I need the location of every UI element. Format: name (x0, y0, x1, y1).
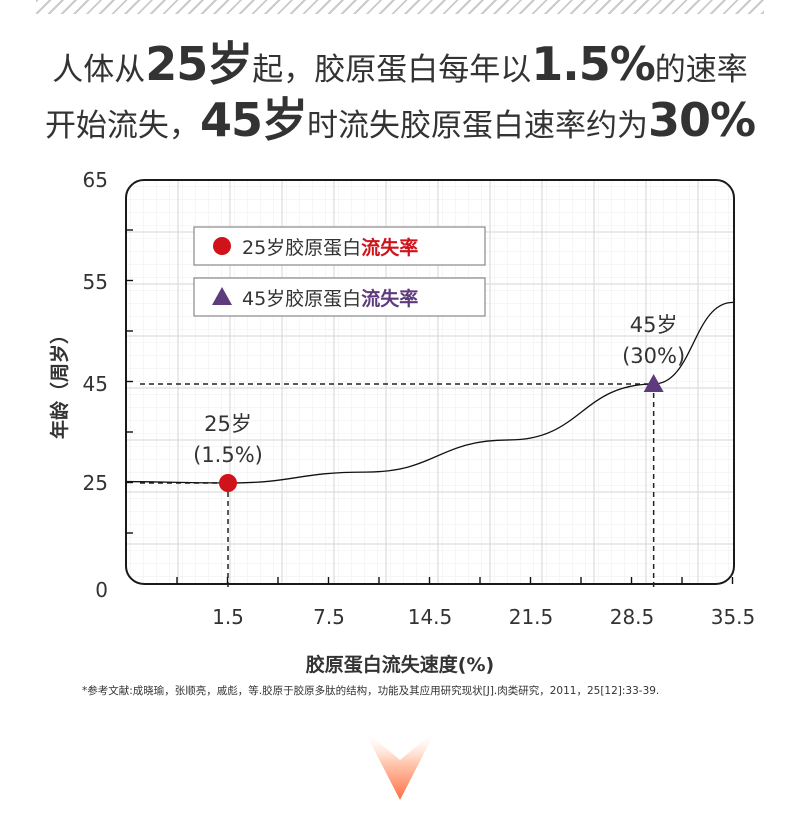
point-label-1: 45岁 (630, 313, 678, 337)
point-marker-1 (643, 374, 664, 392)
line1-segment-3: 1.5% (531, 37, 656, 91)
point-value-1: (30%) (622, 344, 685, 368)
line1-segment-4: 的速率 (654, 52, 748, 88)
data-points: 25岁 (1.5%) 45岁 (30%) (193, 313, 685, 492)
x-tick-labels: 1.5 7.5 14.5 21.5 28.5 35.5 (212, 605, 755, 629)
legend: 25岁胶原蛋白流失率 45岁胶原蛋白流失率 (193, 226, 486, 317)
point-value-0: (1.5%) (193, 443, 263, 467)
line2-segment-3: 30% (647, 93, 756, 147)
x-tick-label: 7.5 (313, 605, 345, 629)
legend-marker-0 (213, 237, 231, 255)
point-marker-0 (219, 474, 237, 492)
y-tick-label: 55 (83, 270, 108, 294)
line2-segment-2: 时流失胶原蛋白速率约为 (306, 108, 648, 144)
legend-label-1: 45岁胶原蛋白流失率 (242, 287, 418, 310)
legend-box-1 (193, 277, 486, 317)
axis-ticks (126, 229, 734, 584)
legend-label-0: 25岁胶原蛋白流失率 (242, 236, 418, 259)
y-tick-label: 25 (83, 471, 108, 495)
x-tick-label: 35.5 (711, 605, 756, 629)
x-axis-label: 胶原蛋白流失速度(%) (306, 653, 494, 676)
x-tick-label: 28.5 (610, 605, 655, 629)
y-tick-labels: 0 25 45 55 65 (83, 168, 108, 602)
y-axis-label: 年龄（周岁） (48, 325, 71, 439)
y-tick-label: 65 (83, 168, 108, 192)
headline-line-1: 人体从25岁起，胶原蛋白每年以1.5%的速率 (0, 28, 800, 94)
y-tick-label: 0 (95, 578, 108, 602)
point-label-0: 25岁 (204, 412, 252, 436)
x-tick-label: 14.5 (408, 605, 453, 629)
line2-segment-0: 开始流失， (44, 108, 200, 144)
legend-marker-1 (212, 287, 232, 305)
line1-segment-0: 人体从 (52, 52, 146, 88)
headline-line-2: 开始流失，45岁时流失胶原蛋白速率约为30% (0, 84, 800, 150)
line2-segment-1: 45岁 (199, 93, 308, 147)
line1-segment-2: 起，胶原蛋白每年以 (252, 52, 532, 88)
line1-segment-1: 25岁 (145, 37, 253, 91)
collagen-loss-chart: 25岁 (1.5%) 45岁 (30%) 1.5 7.5 14.5 21.5 28.5 35.5… (48, 168, 755, 676)
down-arrow-icon (364, 730, 436, 800)
y-tick-label: 45 (83, 372, 108, 396)
legend-box-0 (193, 226, 486, 266)
reference-note: *参考文献:成晓瑜，张顺亮，戚彪，等.胶原于胶原多肽的结构，功能及其应用研究现状… (82, 685, 660, 697)
x-tick-label: 1.5 (212, 605, 244, 629)
decorative-stripes (36, 0, 764, 14)
x-tick-label: 21.5 (509, 605, 554, 629)
